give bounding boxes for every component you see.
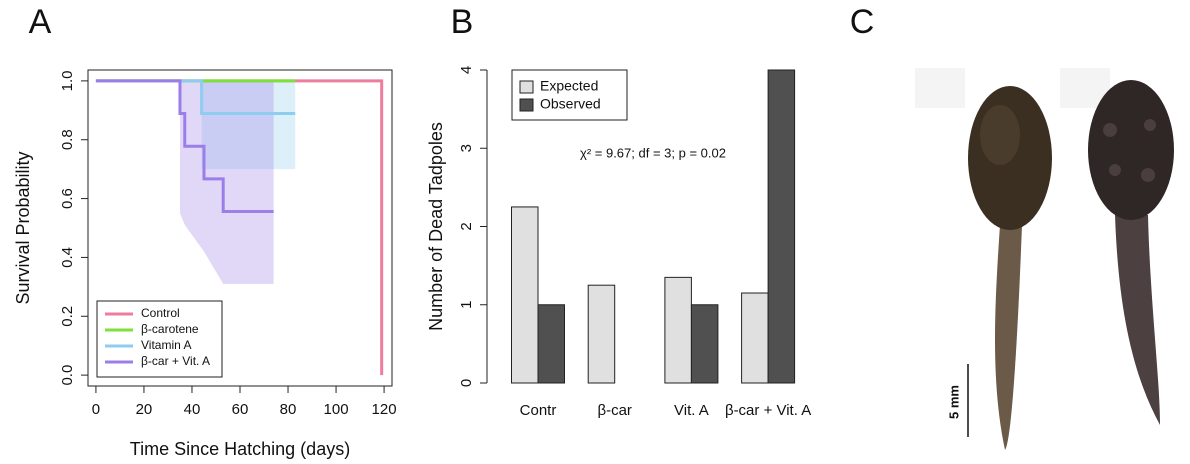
- y-tick-label: 0: [458, 379, 475, 387]
- x-tick-label: 100: [324, 401, 349, 418]
- x-tick-label: 0: [92, 401, 100, 418]
- legend-label: Expected: [540, 78, 598, 94]
- y-tick-label: 4: [458, 66, 475, 74]
- bar: [767, 69, 796, 384]
- x-tick-label: 20: [136, 401, 153, 418]
- survival-curve: [95, 79, 274, 214]
- panel-label: B: [451, 3, 474, 41]
- x-tick-label: 60: [232, 401, 249, 418]
- y-tick-label: 2: [458, 222, 475, 230]
- y-tick-label: 0.0: [59, 365, 76, 386]
- x-tick-label: 80: [280, 401, 297, 418]
- bar: [741, 292, 769, 384]
- y-axis-label: Number of Dead Tadpoles: [426, 122, 446, 331]
- annotation: χ² = 9.67; df = 3; p = 0.02: [580, 145, 726, 160]
- legend-label: β-carotene: [141, 322, 199, 336]
- y-axis-label: Survival Probability: [13, 151, 33, 304]
- y-tick-label: 0.6: [59, 188, 76, 209]
- scale-label: 5 mm: [946, 385, 961, 419]
- tadpole-photo: [915, 68, 1174, 450]
- legend-box: [96, 300, 223, 378]
- legend-box: [511, 69, 628, 121]
- x-tick-label: 120: [372, 401, 397, 418]
- y-tick-label: 1.0: [59, 70, 76, 91]
- y-tick-label: 1: [458, 301, 475, 309]
- x-tick-label: β-car: [597, 402, 631, 419]
- bar: [537, 304, 565, 384]
- y-tick-label: 0.2: [59, 306, 76, 327]
- legend-swatch: [519, 80, 534, 94]
- bar: [587, 284, 616, 384]
- x-tick-label: 40: [184, 401, 201, 418]
- x-axis-label: Time Since Hatching (days): [130, 439, 350, 459]
- legend-swatch: [519, 98, 534, 112]
- x-tick-label: Contr: [520, 402, 557, 419]
- panel-label: A: [29, 3, 52, 41]
- x-tick-label: Vit. A: [674, 402, 709, 419]
- legend-label: Control: [141, 306, 180, 320]
- bar: [664, 276, 692, 384]
- y-tick-label: 0.4: [59, 247, 76, 268]
- y-tick-label: 0.8: [59, 129, 76, 150]
- y-tick-label: 3: [458, 144, 475, 152]
- bar: [511, 206, 539, 384]
- confidence-band: [201, 80, 296, 170]
- panel-label: C: [850, 3, 875, 41]
- x-tick-label: β-car + Vit. A: [725, 402, 811, 419]
- bar: [690, 304, 719, 384]
- legend-label: β-car + Vit. A: [141, 354, 210, 368]
- legend-label: Vitamin A: [141, 338, 191, 352]
- legend-label: Observed: [540, 96, 601, 112]
- confidence-band: [179, 80, 274, 284]
